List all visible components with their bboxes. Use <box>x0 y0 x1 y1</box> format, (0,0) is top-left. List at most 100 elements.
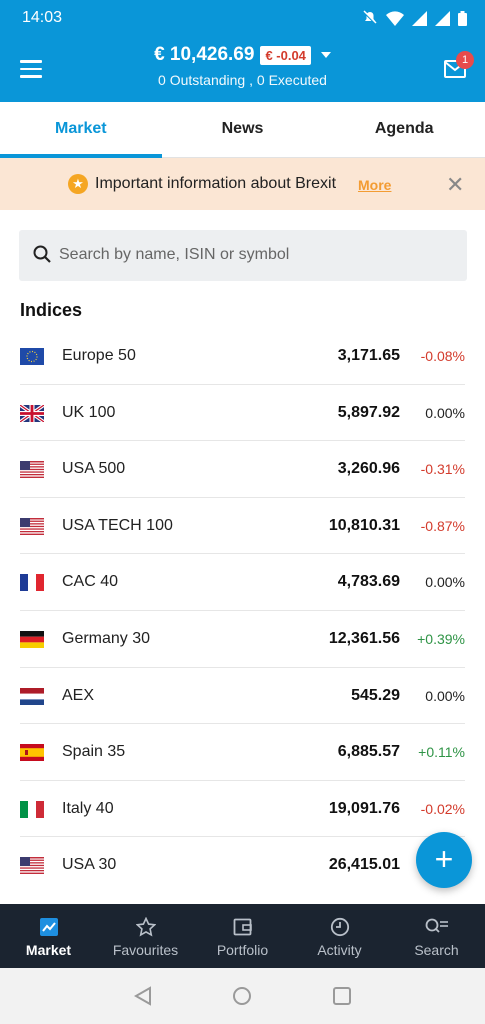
hamburger-menu-icon[interactable] <box>20 60 42 78</box>
star-icon <box>135 917 156 937</box>
wallet-icon <box>233 918 252 936</box>
status-time: 14:03 <box>22 9 63 26</box>
index-price: 19,091.76 <box>328 799 400 817</box>
star-badge-icon: ★ <box>68 174 88 194</box>
signal-r-icon <box>435 10 450 26</box>
index-price: 3,171.65 <box>337 347 400 364</box>
index-name: USA TECH 100 <box>62 516 173 534</box>
index-price: 545.29 <box>351 686 400 704</box>
section-title: Indices <box>20 300 83 320</box>
nav-search[interactable]: Search <box>388 904 485 968</box>
index-change: 0.00% <box>425 404 465 421</box>
back-icon[interactable] <box>133 986 153 1006</box>
index-name: USA 30 <box>62 856 117 874</box>
battery-icon <box>458 10 467 26</box>
index-name: USA 500 <box>62 460 126 478</box>
nav-label: Activity <box>317 942 362 958</box>
list-item[interactable]: USA 30 26,415.01 <box>20 837 465 894</box>
mail-button[interactable]: 1 <box>444 51 474 78</box>
us-flag-icon <box>20 857 44 875</box>
list-item[interactable]: Germany 30 12,361.56 +0.39% <box>20 611 465 668</box>
index-name: Europe 50 <box>62 347 136 364</box>
list-item[interactable]: Italy 40 19,091.76 -0.02% <box>20 781 465 838</box>
list-item[interactable]: CAC 40 4,783.69 0.00% <box>20 554 465 611</box>
balance-amount: € 10,426.69 <box>154 44 255 65</box>
nav-label: Portfolio <box>216 942 269 958</box>
index-change: -0.08% <box>420 348 465 364</box>
status-bar: 14:03 <box>0 0 485 36</box>
plus-icon: + <box>434 841 454 877</box>
indices-list: Europe 50 3,171.65 -0.08% UK 100 5,897.9… <box>0 328 485 894</box>
nav-favourites[interactable]: Favourites <box>97 904 194 968</box>
nav-portfolio[interactable]: Portfolio <box>194 904 291 968</box>
search-icon <box>33 245 51 263</box>
index-price: 12,361.56 <box>328 629 400 647</box>
index-change: -0.87% <box>420 517 465 534</box>
balance-delta: € -0.04 <box>260 45 311 65</box>
nav-label: Market <box>25 942 72 958</box>
index-name: AEX <box>62 686 95 704</box>
us-flag-icon <box>20 517 44 535</box>
it-flag-icon <box>20 800 44 818</box>
search-input[interactable]: Search by name, ISIN or symbol <box>19 230 467 281</box>
bottom-nav: Market Favourites Portfolio Activity Sea… <box>0 904 485 968</box>
index-change: +0.11% <box>418 744 465 761</box>
wifi-icon <box>386 10 404 26</box>
chevron-down-icon[interactable] <box>320 52 331 58</box>
notice-more-link[interactable]: More <box>358 177 392 193</box>
list-item[interactable]: Europe 50 3,171.65 -0.08% <box>20 328 465 385</box>
index-name: Germany 30 <box>62 629 151 647</box>
add-button[interactable]: + <box>416 832 472 888</box>
de-flag-icon <box>20 630 44 648</box>
brexit-notice: ★ Important information about Brexit Mor… <box>0 158 485 210</box>
tab-market[interactable]: Market <box>0 102 162 158</box>
app-header: 14:03 € 10,426.69 € -0.04 0 Outstanding … <box>0 0 485 102</box>
nav-market[interactable]: Market <box>0 904 97 968</box>
us-flag-icon <box>20 461 44 479</box>
mute-icon <box>363 10 377 25</box>
account-balance[interactable]: € 10,426.69 € -0.04 0 Outstanding , 0 Ex… <box>0 44 485 88</box>
close-icon[interactable]: ✕ <box>446 172 465 197</box>
index-price: 5,897.92 <box>337 403 400 421</box>
status-icons <box>362 10 467 26</box>
nav-label: Search <box>414 942 459 958</box>
tab-agenda[interactable]: Agenda <box>374 120 434 137</box>
index-change: 0.00% <box>425 687 465 704</box>
chart-icon <box>39 918 58 936</box>
index-price: 6,885.57 <box>337 743 400 761</box>
fr-flag-icon <box>20 574 44 592</box>
mail-badge: 1 <box>456 51 474 69</box>
search-placeholder: Search by name, ISIN or symbol <box>59 246 290 263</box>
index-name: UK 100 <box>62 403 116 421</box>
list-item[interactable]: UK 100 5,897.92 0.00% <box>20 385 465 442</box>
index-price: 10,810.31 <box>328 516 400 534</box>
index-name: CAC 40 <box>62 573 119 591</box>
index-price: 3,260.96 <box>337 460 400 478</box>
index-change: +0.39% <box>417 630 465 647</box>
home-icon[interactable] <box>232 986 252 1006</box>
nav-label: Favourites <box>112 942 179 958</box>
tab-news[interactable]: News <box>221 120 264 137</box>
recents-icon[interactable] <box>332 986 352 1006</box>
index-name: Italy 40 <box>62 799 114 817</box>
nl-flag-icon <box>20 687 44 705</box>
list-item[interactable]: Spain 35 6,885.57 +0.11% <box>20 724 465 781</box>
search-list-icon <box>425 918 448 933</box>
signal-icon <box>412 10 427 26</box>
index-price: 26,415.01 <box>328 856 400 874</box>
index-change: -0.31% <box>420 461 465 478</box>
nav-activity[interactable]: Activity <box>291 904 388 968</box>
clock-icon <box>330 917 349 937</box>
index-name: Spain 35 <box>62 743 126 761</box>
system-nav-bar <box>0 968 485 1024</box>
uk-flag-icon <box>20 404 44 422</box>
list-item[interactable]: USA TECH 100 10,810.31 -0.87% <box>20 498 465 555</box>
index-change: 0.00% <box>425 574 465 591</box>
tab-bar: Market News Agenda <box>0 102 485 158</box>
es-flag-icon <box>20 744 44 762</box>
list-item[interactable]: USA 500 3,260.96 -0.31% <box>20 441 465 498</box>
eu-flag-icon <box>20 348 44 365</box>
list-item[interactable]: AEX 545.29 0.00% <box>20 668 465 725</box>
index-change: -0.02% <box>420 800 465 817</box>
notice-text: Important information about Brexit <box>95 175 337 192</box>
